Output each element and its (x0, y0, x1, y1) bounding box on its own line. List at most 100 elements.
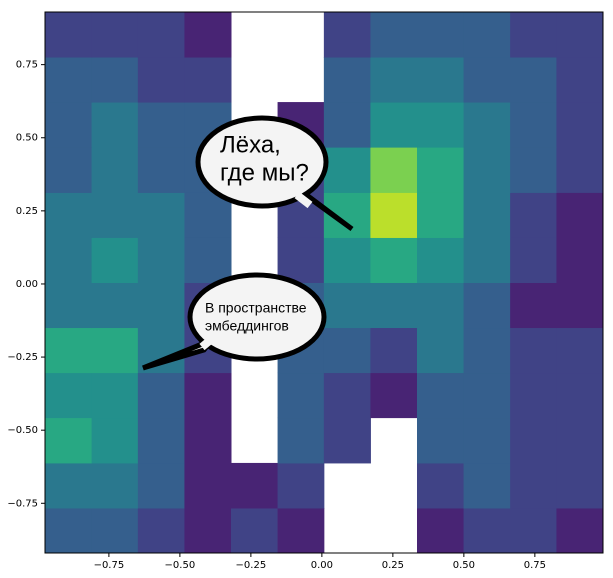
heatmap-cell (417, 147, 465, 193)
heatmap-cell (45, 462, 93, 509)
heatmap-cell (556, 102, 604, 148)
heatmap-cell (91, 237, 139, 283)
heatmap-cell (91, 507, 139, 554)
heatmap-cell (231, 462, 279, 509)
heatmap-cell (556, 372, 604, 419)
heatmap-cell (137, 192, 185, 238)
heatmap-cell (137, 417, 185, 464)
heatmap-cell (91, 462, 139, 509)
heatmap-cell (556, 507, 604, 554)
heatmap-cell (417, 237, 465, 283)
heatmap-cell (277, 237, 325, 283)
heatmap-cell (184, 507, 232, 554)
heatmap-cell (370, 192, 418, 238)
heatmap-cell (45, 12, 93, 58)
heatmap-cell (184, 462, 232, 509)
bubble (187, 272, 327, 362)
heatmap-cell (323, 282, 371, 329)
y-tick-label: 0.50 (16, 133, 38, 144)
heatmap-cell (417, 417, 465, 464)
heatmap-cell (370, 102, 418, 148)
heatmap-cell (417, 462, 465, 509)
axes-frame (44, 11, 604, 554)
heatmap-cell (323, 102, 371, 148)
heatmap-cell (417, 282, 465, 329)
heatmap-cell (463, 147, 511, 193)
heatmap-cell (463, 462, 511, 509)
bubble-joint (199, 333, 217, 351)
heatmap-cell (510, 192, 557, 238)
ticks: −0.75 −0.50 −0.25 0.00 0.25 0.50 0.75 −0.75 −0.5… (7, 60, 546, 571)
heatmap-cell (137, 237, 185, 283)
heatmap-cell (91, 417, 139, 464)
heatmap-cell (370, 282, 418, 329)
heatmap-cell (277, 417, 325, 464)
heatmap-cell (45, 282, 93, 329)
bubble-joint (294, 191, 313, 209)
speech-bubble: Лёха, где мы? (195, 115, 354, 232)
bubble-text: В пространстве (205, 300, 307, 316)
heatmap-cell (91, 282, 139, 329)
heatmap-cell (417, 327, 465, 374)
heatmap-cell (370, 237, 418, 283)
heatmap-cell (463, 282, 511, 329)
bubble-text: где мы? (220, 159, 309, 186)
heatmap-cell (277, 462, 325, 509)
heatmap-cell (510, 282, 557, 329)
heatmap-cell (463, 192, 511, 238)
bubble-text: Лёха, (220, 131, 281, 158)
heatmap-cell (417, 507, 465, 554)
x-tick-label: −0.25 (236, 560, 267, 571)
heatmap-cell (510, 237, 557, 283)
speech-bubble: В пространстве эмбеддингов (142, 272, 327, 371)
y-tick-label: 0.00 (16, 279, 38, 290)
heatmap-cell (417, 102, 465, 148)
heatmap-cell (417, 57, 465, 103)
heatmap-cell (556, 192, 604, 238)
heatmap-cell (137, 372, 185, 419)
heatmap-cell (510, 372, 557, 419)
heatmap-cell (184, 372, 232, 419)
heatmap-cell (463, 327, 511, 374)
heatmap-cell (45, 147, 93, 193)
heatmap-cell (463, 12, 511, 58)
heatmap-cell (370, 327, 418, 374)
heatmap-cell (370, 372, 418, 419)
heatmap-cell (556, 327, 604, 374)
heatmap-cell (277, 372, 325, 419)
heatmap-cell (510, 417, 557, 464)
heatmap-cell (91, 147, 139, 193)
heatmap-cell (45, 237, 93, 283)
heatmap-cell (231, 507, 279, 554)
heatmap-cell (370, 147, 418, 193)
heatmap-cell (463, 237, 511, 283)
heatmap-cell (370, 57, 418, 103)
heatmap-cell (323, 417, 371, 464)
heatmap-cell (463, 417, 511, 464)
heatmap-cell (137, 12, 185, 58)
x-tick-label: −0.50 (165, 560, 196, 571)
heatmap-cell (323, 327, 371, 374)
heatmap-cell (184, 237, 232, 283)
heatmap-cell (45, 57, 93, 103)
heatmap-cell (556, 147, 604, 193)
heatmap-cell (463, 102, 511, 148)
x-tick-label: 0.75 (524, 560, 546, 571)
heatmap-cell (556, 12, 604, 58)
x-tick-label: 0.50 (453, 560, 475, 571)
heatmap-cell (556, 237, 604, 283)
heatmap-cell (323, 372, 371, 419)
heatmap-cell (510, 507, 557, 554)
y-tick-label: 0.75 (16, 60, 38, 71)
y-tick-label: −0.25 (7, 352, 38, 363)
heatmap-cell (91, 327, 139, 374)
heatmap-cell (556, 57, 604, 103)
heatmap-cell (323, 237, 371, 283)
x-tick-label: −0.75 (94, 560, 125, 571)
heatmap-cell (184, 417, 232, 464)
heatmap-cell (91, 192, 139, 238)
heatmap-cell (277, 507, 325, 554)
heatmap-cell (137, 147, 185, 193)
heatmap-cell (45, 372, 93, 419)
x-tick-label: 0.25 (382, 560, 404, 571)
